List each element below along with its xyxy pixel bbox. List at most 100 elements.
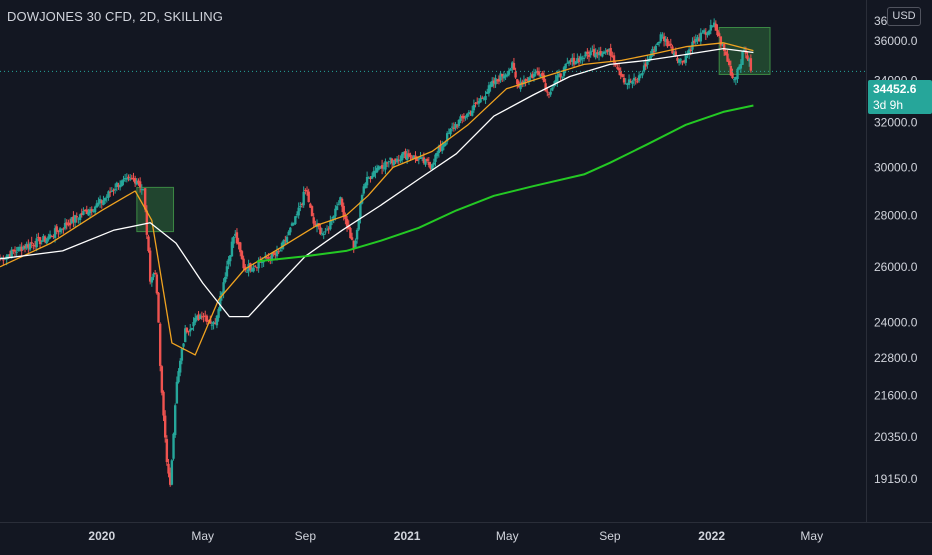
candle (62, 227, 65, 234)
candle (599, 46, 602, 57)
candle (217, 307, 220, 322)
candle (138, 177, 142, 193)
candle (476, 97, 479, 105)
candle (23, 244, 27, 253)
candle (350, 232, 354, 241)
candle (362, 183, 365, 196)
candle (646, 55, 649, 69)
candle (300, 202, 304, 208)
candle (347, 220, 350, 230)
candle (512, 57, 516, 71)
candle (561, 76, 564, 80)
candle (320, 228, 324, 236)
candle (489, 81, 492, 92)
candle (115, 181, 119, 192)
candle (359, 200, 362, 224)
candle (153, 269, 157, 275)
candle (450, 122, 454, 132)
candle (110, 187, 113, 193)
candle (340, 197, 344, 213)
candle (342, 202, 345, 221)
candle (704, 28, 708, 40)
candle (292, 222, 295, 226)
candle (187, 330, 190, 336)
candle (536, 67, 539, 76)
candle (175, 376, 179, 404)
candle (325, 225, 329, 231)
candle (45, 237, 48, 245)
candle (140, 184, 144, 195)
candle (676, 55, 679, 64)
candle (736, 67, 739, 83)
candle (679, 57, 682, 65)
candle (454, 121, 457, 131)
candle (549, 88, 552, 97)
candle (709, 19, 713, 35)
candle (377, 165, 380, 171)
candle (472, 99, 476, 113)
candle (329, 215, 332, 231)
candle (112, 188, 115, 196)
candle (307, 188, 310, 203)
ma-line-2[interactable] (0, 47, 754, 318)
candle (77, 217, 80, 224)
candle (370, 172, 374, 180)
candle (212, 320, 215, 330)
price-axis[interactable]: 36000.034000.032000.030000.028000.026000… (874, 14, 918, 486)
candle (491, 77, 494, 88)
candle (467, 110, 471, 117)
candle (586, 48, 589, 60)
candle (479, 95, 482, 103)
candle (666, 37, 669, 48)
candle (17, 246, 20, 252)
candle (42, 233, 45, 242)
candle (55, 224, 58, 235)
candle (113, 183, 117, 194)
candle (135, 178, 139, 186)
ma-line-1[interactable] (0, 42, 754, 356)
candle (90, 206, 93, 216)
candle (397, 154, 400, 165)
candle (150, 276, 154, 287)
candle (294, 215, 297, 225)
candle (569, 58, 572, 65)
ma-line-3[interactable] (256, 104, 754, 263)
candle (722, 43, 726, 57)
candle (609, 43, 612, 62)
candle (409, 152, 412, 161)
candle (714, 20, 718, 31)
candle (509, 67, 512, 71)
candle (305, 186, 309, 196)
candle (142, 188, 145, 191)
candle (439, 140, 442, 152)
candle (299, 202, 302, 212)
candle (355, 228, 359, 244)
candle (165, 435, 169, 466)
candle (712, 18, 716, 28)
candle (667, 41, 671, 47)
candle (506, 71, 509, 78)
candle (2, 255, 5, 266)
candle (574, 60, 577, 65)
candle (445, 131, 449, 145)
candle (529, 72, 532, 82)
candle (424, 158, 427, 167)
currency-button[interactable]: USD (887, 7, 921, 26)
candle (15, 246, 18, 257)
candle (399, 155, 402, 163)
candle (579, 53, 582, 64)
candle (128, 174, 132, 182)
price-tick-label: 24000.0 (874, 315, 918, 329)
candle (132, 172, 135, 182)
candle (255, 267, 259, 272)
candle (275, 245, 279, 261)
candle (10, 246, 13, 259)
time-axis[interactable]: 2020 May Sep 2021 May Sep 2022 May (88, 529, 823, 543)
candle (170, 459, 174, 486)
candle (432, 158, 436, 168)
candle (360, 193, 364, 205)
candle (692, 36, 696, 45)
candle (53, 224, 57, 243)
